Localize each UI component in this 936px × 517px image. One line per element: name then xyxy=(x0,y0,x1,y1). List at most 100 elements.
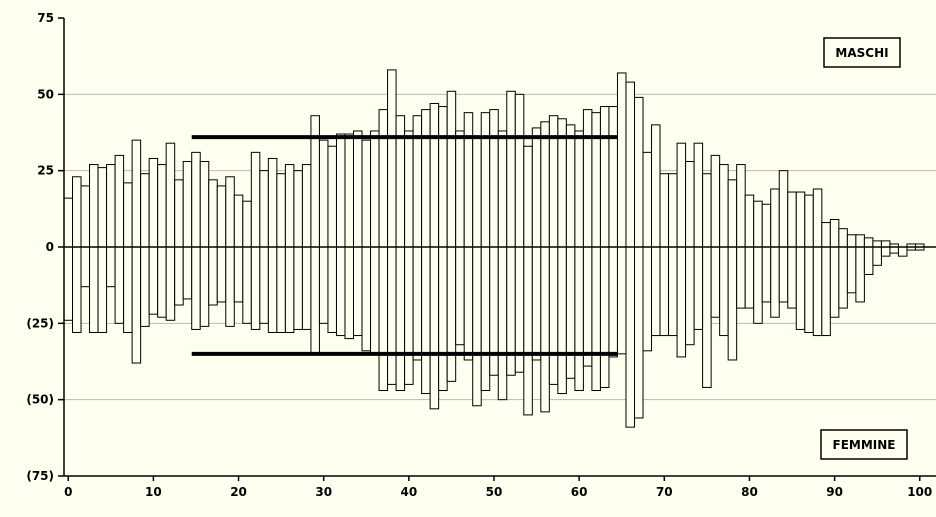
x-tick-label: 10 xyxy=(145,485,162,499)
bar-maschi xyxy=(89,164,99,248)
bar-maschi xyxy=(72,176,82,248)
bar-maschi xyxy=(199,161,210,248)
bar-femmine xyxy=(531,246,542,361)
bar-maschi xyxy=(63,197,74,248)
bar-femmine xyxy=(80,246,91,288)
bar-femmine xyxy=(548,246,559,385)
bar-maschi xyxy=(480,112,491,248)
axes xyxy=(58,17,936,481)
bar-femmine xyxy=(463,246,474,361)
bar-femmine xyxy=(387,246,397,385)
bar-femmine xyxy=(140,246,150,327)
bar-maschi xyxy=(599,106,610,248)
x-tick-labels: 0 10 20 30 40 50 60 70 80 90 100 xyxy=(64,485,932,499)
bar-maschi xyxy=(591,112,601,248)
bar-femmine xyxy=(310,246,320,355)
bar-maschi xyxy=(387,69,397,248)
bar-femmine xyxy=(395,246,406,392)
bar-femmine xyxy=(114,246,125,324)
bar-maschi xyxy=(710,154,721,248)
bar-femmine xyxy=(123,246,133,333)
bar-maschi xyxy=(97,167,108,248)
bar-maschi xyxy=(497,130,508,248)
bar-maschi xyxy=(565,124,576,248)
bar-femmine xyxy=(863,246,874,275)
bar-maschi xyxy=(429,102,440,248)
bar-femmine xyxy=(685,246,695,346)
bar-femmine xyxy=(106,246,116,288)
bar-femmine xyxy=(131,246,142,364)
bar-maschi xyxy=(744,194,755,248)
bar-maschi xyxy=(574,130,584,248)
bar-maschi xyxy=(421,109,431,248)
bar-femmine xyxy=(557,246,567,395)
bar-femmine xyxy=(182,246,193,300)
bar-maschi xyxy=(778,170,789,248)
bar-maschi xyxy=(233,194,244,248)
bar-femmine xyxy=(804,246,814,333)
bar-maschi xyxy=(616,72,627,248)
bar-maschi xyxy=(344,133,354,248)
bar-maschi xyxy=(438,106,448,248)
bar-maschi xyxy=(855,234,865,248)
bar-femmine xyxy=(787,246,797,309)
bar-maschi xyxy=(267,157,278,248)
bar-femmine xyxy=(72,246,82,333)
bar-maschi xyxy=(685,161,695,248)
bar-maschi xyxy=(327,145,337,248)
bar-femmine xyxy=(872,246,882,266)
bar-femmine xyxy=(616,246,627,355)
bar-femmine xyxy=(889,246,899,254)
bar-maschi xyxy=(293,170,303,248)
bar-maschi xyxy=(761,203,772,248)
bar-maschi xyxy=(651,124,661,248)
bar-femmine xyxy=(489,246,499,376)
bar-maschi xyxy=(821,222,831,248)
bar-femmine xyxy=(89,246,99,333)
bar-maschi xyxy=(318,139,329,248)
bar-femmine xyxy=(668,246,678,337)
bar-femmine xyxy=(472,246,482,407)
bar-femmine xyxy=(846,246,857,294)
bar-femmine xyxy=(540,246,550,413)
bar-maschi xyxy=(165,142,176,248)
y-tick-label: 75 xyxy=(37,11,54,25)
bar-maschi xyxy=(863,237,874,248)
bar-maschi xyxy=(182,161,193,248)
bar-femmine xyxy=(157,246,167,318)
bar-femmine xyxy=(778,246,789,303)
bar-maschi xyxy=(727,179,738,248)
bar-maschi xyxy=(719,164,729,248)
bar-maschi xyxy=(80,185,91,248)
bar-maschi xyxy=(812,188,823,248)
bar-femmine xyxy=(727,246,738,361)
bar-femmine xyxy=(497,246,508,401)
bar-maschi xyxy=(446,90,457,248)
bar-maschi xyxy=(804,194,814,248)
y-tick-label: (75) xyxy=(26,469,54,483)
bar-maschi xyxy=(370,130,380,248)
bars xyxy=(63,69,925,428)
bar-femmine xyxy=(744,246,755,309)
bar-maschi xyxy=(472,136,482,248)
bar-maschi xyxy=(676,142,687,248)
bar-femmine xyxy=(480,246,491,392)
bar-femmine xyxy=(293,246,303,330)
bar-femmine xyxy=(421,246,431,395)
bar-femmine xyxy=(327,246,337,333)
bar-maschi xyxy=(335,133,346,248)
bar-maschi xyxy=(208,179,218,248)
bar-femmine xyxy=(335,246,346,337)
bar-femmine xyxy=(710,246,721,318)
bar-maschi xyxy=(114,154,125,248)
bar-maschi xyxy=(770,188,780,248)
bar-maschi xyxy=(514,93,525,248)
bar-maschi xyxy=(131,139,142,248)
bar-maschi xyxy=(642,151,653,248)
bar-femmine xyxy=(582,246,593,367)
bar-femmine xyxy=(693,246,704,330)
x-tick-label: 20 xyxy=(230,485,247,499)
bar-femmine xyxy=(165,246,176,321)
bar-maschi xyxy=(668,173,678,248)
bar-maschi xyxy=(506,90,516,248)
